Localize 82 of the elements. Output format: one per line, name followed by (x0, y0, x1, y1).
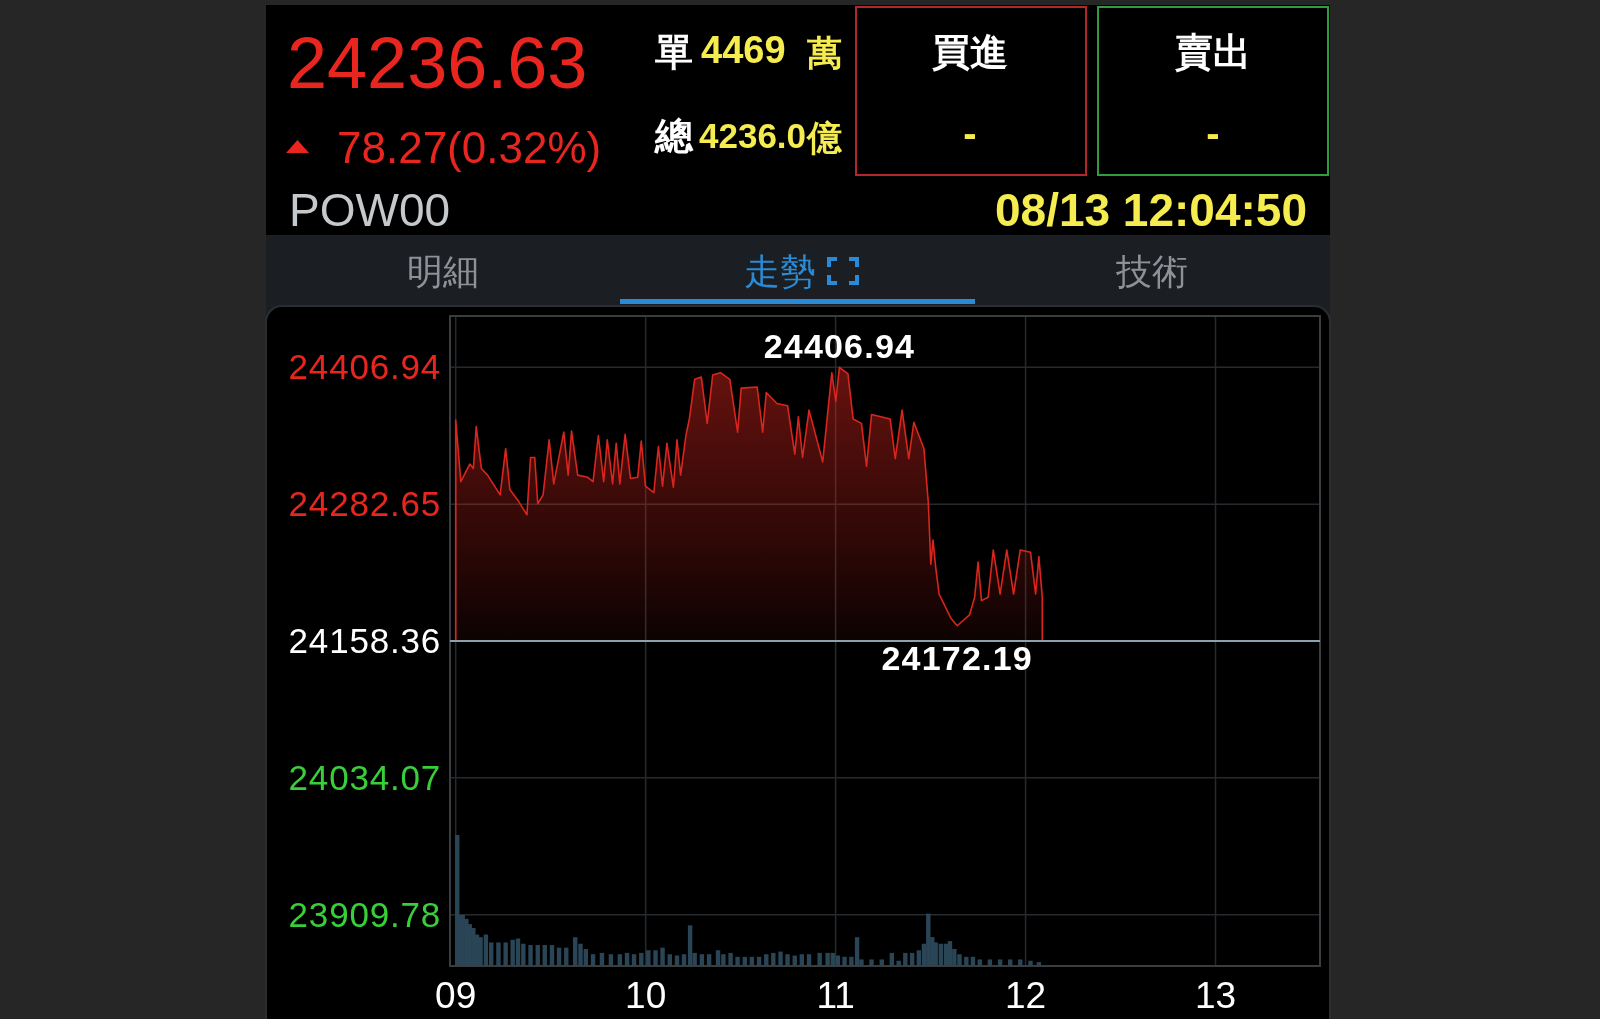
bar (1018, 959, 1023, 966)
y-tick-label: 24158.36 (288, 620, 441, 660)
bar (879, 959, 884, 966)
x-tick-label: 13 (1194, 975, 1237, 1016)
bar (842, 956, 847, 966)
text: 78.27(0.32%) (337, 123, 602, 172)
bar (806, 954, 812, 966)
bar (785, 954, 790, 966)
bar (987, 959, 993, 966)
text: 賣出 (1174, 31, 1251, 73)
bar (977, 959, 982, 966)
bar (590, 954, 596, 966)
bar (1007, 959, 1013, 966)
bar (646, 950, 651, 966)
text: 走勢 (744, 251, 816, 292)
bar (653, 950, 658, 966)
bar (496, 942, 501, 966)
bar (756, 956, 762, 966)
annotation: 24406.94 (763, 327, 916, 366)
bar (749, 956, 755, 966)
text: 4236.0 (699, 116, 807, 155)
text: 億 (806, 118, 843, 157)
bar (687, 925, 693, 966)
text: POW00 (289, 184, 451, 236)
text: 4469 (701, 29, 786, 71)
text: 買進 (932, 31, 1008, 73)
bar (706, 954, 712, 966)
x-tick-label: 11 (816, 975, 855, 1016)
bar (869, 959, 874, 966)
bar (528, 945, 533, 966)
text: 單 (655, 31, 693, 73)
bar (771, 952, 776, 966)
bar (735, 956, 740, 966)
y-tick-label: 24034.07 (288, 757, 441, 797)
text: 24236.63 (287, 23, 588, 103)
bar (764, 954, 769, 966)
text: 明細 (407, 251, 479, 292)
y-tick-label: 23909.78 (288, 894, 441, 934)
text: 08/13 12:04:50 (994, 184, 1307, 236)
bar (503, 942, 508, 966)
bar (549, 945, 555, 966)
bar (667, 954, 672, 966)
bar (926, 913, 931, 966)
bar (681, 954, 687, 966)
text: 萬 (807, 33, 842, 72)
bar (778, 951, 783, 966)
bar (631, 954, 637, 966)
bar (535, 945, 540, 966)
bar (617, 954, 623, 966)
bar (997, 959, 1003, 966)
x-tick-label: 12 (1004, 975, 1047, 1016)
bar (1036, 962, 1042, 966)
x-tick-label: 09 (435, 975, 477, 1016)
bar (964, 956, 969, 966)
bar (903, 952, 908, 966)
text: - (963, 111, 977, 155)
bar (970, 956, 976, 966)
bar (817, 952, 822, 966)
bar (624, 952, 630, 966)
bar (943, 943, 949, 966)
bar (699, 954, 705, 966)
y-tick-label: 24282.65 (288, 484, 441, 524)
bar (728, 952, 733, 966)
text: - (1206, 111, 1220, 155)
bar (938, 943, 944, 966)
bar (896, 960, 901, 966)
annotation: 24172.19 (881, 638, 1033, 677)
bar (660, 947, 665, 966)
bar (889, 952, 895, 966)
bar (947, 941, 953, 966)
bar (599, 952, 605, 966)
y-tick-label: 24406.94 (288, 347, 441, 387)
bar (742, 956, 748, 966)
x-tick-label: 10 (625, 975, 667, 1016)
text: 技術 (1115, 251, 1188, 292)
bar (608, 954, 614, 966)
text: 總 (654, 115, 694, 157)
bar (799, 954, 804, 966)
bar (909, 952, 915, 966)
bar (542, 945, 547, 966)
bar (1028, 960, 1033, 966)
bar (639, 952, 644, 966)
